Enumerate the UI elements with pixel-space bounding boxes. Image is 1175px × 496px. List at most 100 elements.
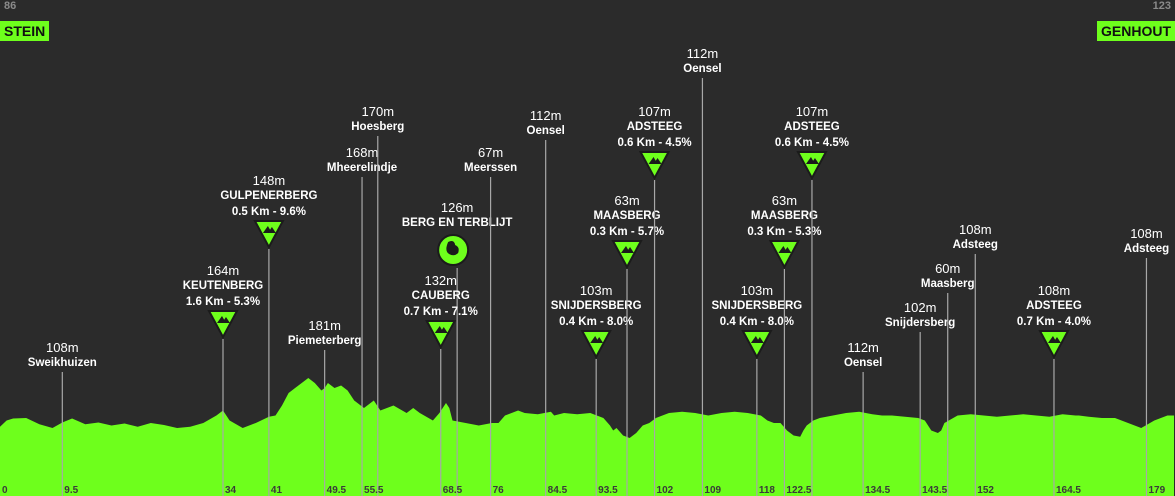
- point-name: CAUBERG: [412, 290, 470, 302]
- point-climb-info: 0.4 Km - 8.0%: [720, 316, 794, 328]
- climb-marker-glyph: [595, 337, 604, 343]
- climb-marker-icon: [425, 320, 457, 350]
- start-name: STEIN: [0, 21, 50, 41]
- point-name: SNIJDERSBERG: [551, 300, 642, 312]
- point-climb-info: 0.6 Km - 4.5%: [775, 137, 849, 149]
- point-name: Meerssen: [464, 162, 517, 174]
- point-altitude: 164m: [207, 263, 240, 278]
- x-tick-label: 9.5: [64, 485, 78, 496]
- point-altitude: 60m: [935, 261, 960, 276]
- point-altitude: 132m: [424, 273, 457, 288]
- x-tick-label: 34: [225, 485, 237, 496]
- point-name: Oensel: [527, 125, 565, 137]
- point-altitude: 102m: [904, 300, 937, 315]
- point-name: Sweikhuizen: [28, 357, 97, 369]
- point-climb-info: 0.3 Km - 5.3%: [747, 226, 821, 238]
- x-tick-label: 49.5: [327, 485, 347, 496]
- point-altitude: 112m: [530, 108, 562, 123]
- start-elevation: 86: [4, 0, 17, 12]
- point-name: Oensel: [683, 63, 721, 75]
- point-name: Hoesberg: [351, 121, 404, 133]
- profile-area: [0, 378, 1174, 496]
- finish-elevation: 123: [1152, 0, 1171, 12]
- climb-marker-icon: [796, 151, 828, 181]
- climb-marker-glyph: [810, 158, 819, 164]
- climb-marker-glyph: [221, 317, 230, 323]
- point-name: KEUTENBERG: [183, 280, 264, 292]
- point-altitude: 108m: [1130, 226, 1163, 241]
- climb-marker-glyph: [626, 247, 635, 253]
- point-altitude: 112m: [847, 340, 879, 355]
- point-altitude: 108m: [46, 340, 79, 355]
- x-tick-label: 102: [657, 485, 674, 496]
- point-altitude: 63m: [614, 193, 639, 208]
- climb-marker-icon: [638, 151, 671, 181]
- point-altitude: 67m: [478, 145, 503, 160]
- point-name: SNIJDERSBERG: [711, 300, 802, 312]
- climb-marker-icon: [741, 330, 773, 360]
- x-tick-label: 152: [977, 485, 994, 496]
- climb-marker-glyph: [267, 227, 276, 233]
- point-altitude: 148m: [253, 173, 286, 188]
- x-tick-label: 143.5: [922, 485, 947, 496]
- finish-name: GENHOUT: [1097, 21, 1175, 41]
- climb-marker-glyph: [439, 327, 448, 333]
- x-tick-label: 164.5: [1056, 485, 1081, 496]
- point-altitude: 103m: [580, 283, 613, 298]
- point-name: Mheerelindje: [327, 162, 397, 174]
- climb-marker-icon: [1038, 330, 1070, 360]
- point-altitude: 181m: [308, 318, 341, 333]
- x-tick-label: 93.5: [598, 485, 618, 496]
- climb-marker-icon: [253, 220, 285, 250]
- point-climb-info: 0.5 Km - 9.6%: [232, 206, 306, 218]
- x-tick-label: 118: [759, 485, 776, 496]
- x-tick-label: 122.5: [786, 485, 811, 496]
- climb-marker-glyph: [755, 337, 764, 343]
- point-altitude: 103m: [741, 283, 774, 298]
- climb-marker-icon: [611, 240, 643, 270]
- point-name: BERG EN TERBLIJT: [402, 217, 513, 229]
- point-altitude: 63m: [772, 193, 797, 208]
- point-name: ADSTEEG: [1026, 300, 1082, 312]
- point-name: Oensel: [844, 357, 882, 369]
- point-climb-info: 0.7 Km - 4.0%: [1017, 316, 1091, 328]
- point-altitude: 112m: [687, 46, 719, 61]
- point-altitude: 108m: [959, 222, 992, 237]
- climb-marker-glyph: [653, 158, 662, 164]
- x-tick-label: 41: [271, 485, 283, 496]
- x-tick-label: 0: [2, 485, 8, 496]
- climb-marker-glyph: [783, 247, 792, 253]
- x-tick-label: 76: [493, 485, 505, 496]
- climb-marker-icon: [768, 240, 801, 270]
- point-altitude: 107m: [638, 104, 671, 119]
- point-name: Snijdersberg: [885, 317, 955, 329]
- sprint-marker-glyph: [446, 241, 459, 256]
- point-altitude: 168m: [346, 145, 379, 160]
- x-tick-label: 68.5: [443, 485, 463, 496]
- x-tick-label: 179: [1148, 485, 1165, 496]
- point-altitude: 108m: [1038, 283, 1071, 298]
- point-climb-info: 1.6 Km - 5.3%: [186, 296, 260, 308]
- point-climb-info: 0.4 Km - 8.0%: [559, 316, 633, 328]
- point-climb-info: 0.6 Km - 4.5%: [617, 137, 691, 149]
- point-altitude: 107m: [796, 104, 829, 119]
- point-name: Adsteeg: [1124, 243, 1169, 255]
- point-name: MAASBERG: [751, 210, 818, 222]
- point-altitude: 126m: [441, 200, 474, 215]
- climb-marker-icon: [207, 310, 239, 340]
- point-name: Maasberg: [921, 278, 975, 290]
- point-name: Adsteeg: [953, 239, 998, 251]
- climb-marker-glyph: [1052, 337, 1061, 343]
- x-tick-label: 84.5: [548, 485, 568, 496]
- point-name: Piemeterberg: [288, 335, 362, 347]
- point-name: ADSTEEG: [784, 121, 840, 133]
- point-name: MAASBERG: [593, 210, 660, 222]
- climb-marker-icon: [580, 330, 612, 360]
- point-name: ADSTEEG: [627, 121, 683, 133]
- point-climb-info: 0.7 Km - 7.1%: [404, 306, 478, 318]
- point-name: GULPENERBERG: [220, 190, 317, 202]
- x-tick-label: 134.5: [865, 485, 890, 496]
- x-tick-label: 109: [704, 485, 721, 496]
